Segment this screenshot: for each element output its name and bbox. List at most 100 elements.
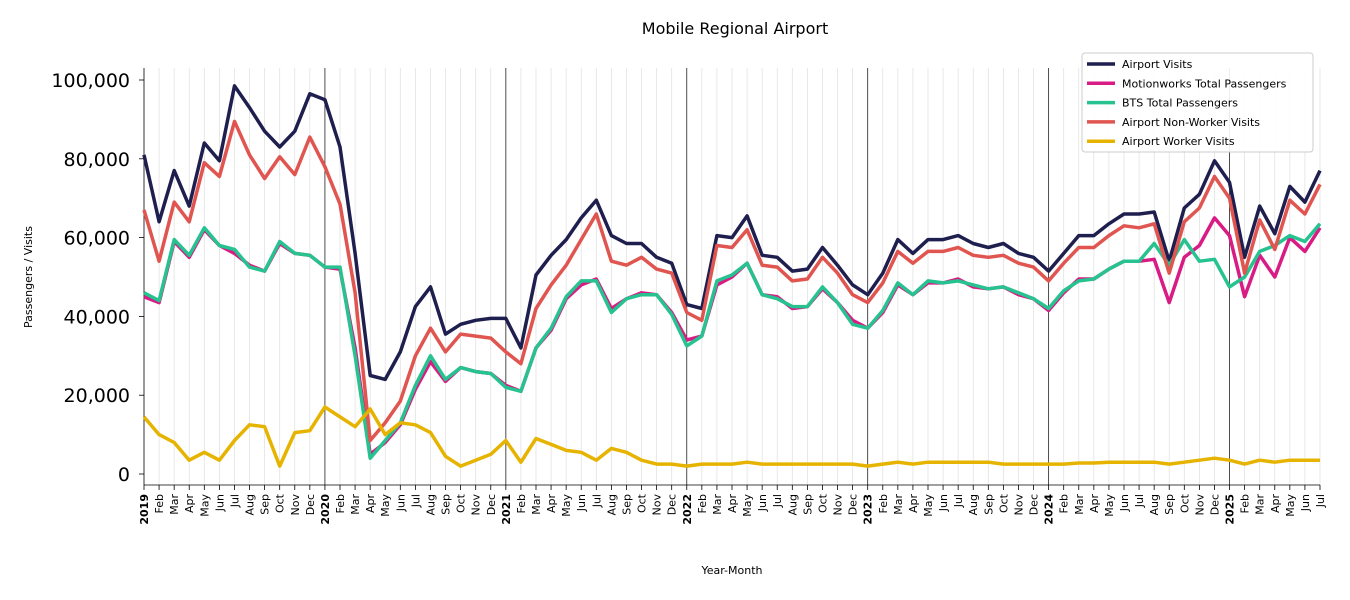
x-tick-label-month: Sep xyxy=(620,494,633,515)
x-tick-label-month: Apr xyxy=(1088,494,1101,514)
x-tick-label-month: Apr xyxy=(364,494,377,514)
x-tick-label-month: May xyxy=(560,494,573,517)
chart-title: Mobile Regional Airport xyxy=(642,19,828,38)
legend-label: Airport Non-Worker Visits xyxy=(1122,116,1260,129)
x-tick-label-month: Aug xyxy=(424,494,437,515)
x-tick-label-month: Apr xyxy=(907,494,920,514)
x-tick-label-year: 2021 xyxy=(500,494,513,525)
series-line-airport-visits xyxy=(142,84,1322,382)
y-axis-label: Passengers / Visits xyxy=(22,226,35,328)
x-tick-label-month: Jun xyxy=(575,494,588,512)
x-tick-label-month: Dec xyxy=(666,494,679,515)
series-lines xyxy=(142,84,1322,468)
legend-box xyxy=(1081,52,1314,153)
x-tick-label-month: Oct xyxy=(455,493,468,513)
x-tick-label-month: Dec xyxy=(304,494,317,515)
x-tick-label-month: Aug xyxy=(967,494,980,515)
series-line-bts-total-passengers xyxy=(143,222,1322,460)
x-tick-label-month: Dec xyxy=(847,494,860,515)
x-tick-label-month: Jun xyxy=(1299,494,1312,512)
x-tick-label-month: Dec xyxy=(1208,494,1221,515)
x-tick-label-month: Mar xyxy=(349,494,362,515)
y-tick-label: 100,000 xyxy=(51,70,130,92)
x-tick-label-month: Mar xyxy=(530,494,543,515)
x-tick-label-month: Apr xyxy=(1269,494,1282,514)
x-tick-label-month: Nov xyxy=(651,494,664,516)
x-tick-label-month: Nov xyxy=(1012,494,1025,516)
y-tick-label: 80,000 xyxy=(64,149,130,171)
x-tick-label-month: Oct xyxy=(636,493,649,513)
x-tick-label-month: Nov xyxy=(832,494,845,516)
y-tick-label: 40,000 xyxy=(64,306,130,328)
x-tick-label-month: Nov xyxy=(1193,494,1206,516)
x-tick-label-month: Nov xyxy=(470,494,483,516)
x-tick-label-month: Sep xyxy=(982,494,995,515)
x-tick-label-month: Sep xyxy=(801,494,814,515)
y-tick-label: 20,000 xyxy=(64,385,130,407)
x-tick-label-year: 2025 xyxy=(1224,494,1237,525)
x-tick-label-month: Jul xyxy=(228,494,241,508)
x-tick-label-month: Aug xyxy=(1148,494,1161,515)
x-tick-label-month: Jul xyxy=(952,494,965,508)
x-tick-label-month: Sep xyxy=(1163,494,1176,515)
legend-label: Airport Worker Visits xyxy=(1122,135,1235,148)
x-tick-label-month: Oct xyxy=(1178,493,1191,513)
series-line-airport-worker-visits xyxy=(142,405,1320,468)
x-tick-label-month: Jul xyxy=(771,494,784,508)
x-tick-label-month: May xyxy=(198,494,211,517)
x-axis-label: Year-Month xyxy=(700,564,762,577)
x-tick-label-month: Jun xyxy=(937,494,950,512)
x-tick-label-month: Mar xyxy=(168,494,181,515)
x-tick-label-month: Dec xyxy=(1028,494,1041,515)
legend-label: Airport Visits xyxy=(1122,58,1193,71)
x-tick-label-month: May xyxy=(1103,494,1116,517)
x-tick-label-month: Feb xyxy=(153,494,166,513)
x-tick-label-month: Jul xyxy=(409,494,422,508)
x-tick-label-month: May xyxy=(922,494,935,517)
x-tick-label-month: Dec xyxy=(485,494,498,515)
x-tick-label-month: Mar xyxy=(1073,494,1086,515)
x-tick-label-month: May xyxy=(741,494,754,517)
x-tick-label-month: Sep xyxy=(440,494,453,515)
x-tick-label-month: Nov xyxy=(289,494,302,516)
x-tick-label-month: Aug xyxy=(786,494,799,515)
x-tick-label-month: Feb xyxy=(515,494,528,513)
legend: Airport Visits Motionworks Total Passenge… xyxy=(1081,52,1314,153)
x-tick-label-month: Jun xyxy=(213,494,226,512)
x-tick-label-month: Feb xyxy=(696,494,709,513)
axes: 2019 Feb Mar Apr May Jun Jul Aug Sep Oct Nov Dec 202… xyxy=(51,68,1327,525)
x-tick-label-month: Oct xyxy=(274,493,287,513)
x-tick-label-year: 2024 xyxy=(1043,494,1056,525)
legend-label: BTS Total Passengers xyxy=(1122,97,1238,110)
x-tick-label-month: May xyxy=(1284,494,1297,517)
x-tick-label-month: May xyxy=(379,494,392,517)
x-tick-label-month: Mar xyxy=(1254,494,1267,515)
x-tick-label-month: Mar xyxy=(711,494,724,515)
x-tick-label-month: Jul xyxy=(1314,494,1327,508)
x-tick-label-year: 2023 xyxy=(862,494,875,525)
series-line-airport-non-worker-visits xyxy=(142,119,1322,443)
x-tick-label-year: 2020 xyxy=(319,494,332,525)
x-tick-label-month: Oct xyxy=(997,493,1010,513)
x-tick-label-month: Jul xyxy=(1133,494,1146,508)
x-tick-label-month: Oct xyxy=(816,493,829,513)
x-tick-label-month: Mar xyxy=(892,494,905,515)
y-tick-label: 0 xyxy=(118,464,130,486)
x-tick-label-month: Jun xyxy=(1118,494,1131,512)
x-tick-label-month: Jul xyxy=(590,494,603,508)
x-tick-label-month: Apr xyxy=(545,494,558,514)
x-tick-label-month: Apr xyxy=(726,494,739,514)
x-tick-label-month: Aug xyxy=(605,494,618,515)
x-tick-label-month: Jun xyxy=(394,494,407,512)
x-tick-label-month: Aug xyxy=(244,494,257,515)
x-tick-label-month: Apr xyxy=(183,494,196,514)
x-tick-label-month: Feb xyxy=(1058,494,1071,513)
x-tick-label-month: Jun xyxy=(756,494,769,512)
x-tick-label-month: Feb xyxy=(877,494,890,513)
y-tick-label: 60,000 xyxy=(64,228,130,250)
x-tick-label-month: Feb xyxy=(1239,494,1252,513)
legend-label: Motionworks Total Passengers xyxy=(1122,77,1287,90)
x-tick-label-month: Sep xyxy=(259,494,272,515)
x-tick-label-year: 2022 xyxy=(681,494,694,525)
